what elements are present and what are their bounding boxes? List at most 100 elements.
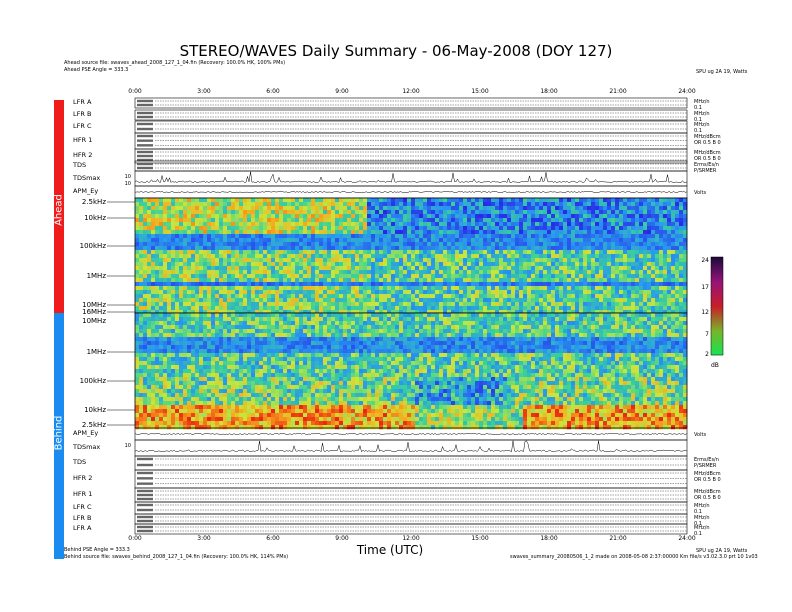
- colorbar-tick: 2: [705, 351, 709, 358]
- behind-panel-3-tag: [137, 482, 153, 485]
- ahead-panel-2-frame: [134, 120, 688, 134]
- colorbar-segment: [711, 267, 723, 269]
- ahead-freq-tick: 10MHz: [82, 301, 106, 309]
- colorbar-segment: [711, 310, 723, 312]
- behind-panel-7-label: LFR A: [73, 524, 92, 532]
- ahead-panel-4-right-label: OR 0.5 B 0: [694, 156, 721, 162]
- colorbar-segment: [711, 282, 723, 284]
- colorbar-segment: [711, 354, 723, 356]
- colorbar-segment: [711, 324, 723, 326]
- colorbar-segment: [711, 337, 723, 339]
- colorbar-segment: [711, 351, 723, 353]
- ahead-panel-2-right-label: 0.1: [694, 128, 702, 134]
- x-tick-bottom: 21:00: [609, 535, 626, 542]
- ahead-panel-2-right-label: MHz/n: [694, 122, 710, 128]
- colorbar-tick: 24: [701, 257, 709, 264]
- ahead-tdsmax-frame: [134, 170, 688, 187]
- behind-panel-3-right-label: OR 0.5 B 0: [694, 477, 721, 483]
- colorbar-segment: [711, 320, 723, 322]
- colorbar-segment: [711, 345, 723, 347]
- ahead-panel-0-label: LFR A: [73, 98, 92, 106]
- colorbar-segment: [711, 257, 723, 259]
- colorbar-segment: [711, 328, 723, 330]
- colorbar-segment: [711, 265, 723, 267]
- ahead-apm-line: [134, 190, 688, 194]
- colorbar-segment: [711, 331, 723, 333]
- behind-freq-tick: 2.5kHz: [82, 421, 106, 429]
- colorbar-segment: [711, 344, 723, 346]
- x-tick-top: 15:00: [471, 88, 488, 95]
- colorbar-segment: [711, 353, 723, 355]
- colorbar-segment: [711, 342, 723, 344]
- colorbar-segment: [711, 329, 723, 331]
- colorbar-segment: [711, 322, 723, 324]
- behind-panel-5-frame: [134, 501, 688, 515]
- colorbar-segment: [711, 309, 723, 311]
- colorbar-segment: [711, 286, 723, 288]
- behind-panel-6-tag: [137, 515, 153, 519]
- colorbar-segment: [711, 281, 723, 283]
- colorbar-segment: [711, 313, 723, 315]
- behind-panel-6-frame: [134, 513, 688, 525]
- colorbar-segment: [711, 273, 723, 275]
- ahead-freq-tick: 10kHz: [84, 214, 106, 222]
- tdsmax-tick: 10: [125, 174, 131, 180]
- colorbar-segment: [711, 292, 723, 294]
- behind-panel-3-tag: [137, 471, 153, 475]
- x-tick-bottom: 3:00: [197, 535, 211, 542]
- colorbar-segment: [711, 316, 723, 318]
- behind-tdsmax-frame: [134, 439, 688, 457]
- colorbar-segment: [711, 289, 723, 291]
- ahead-panel-5-label: TDS: [73, 161, 87, 169]
- ahead-panel-2-tag: [137, 122, 153, 126]
- ahead-panel-4-right-label: MHz/dBcm: [694, 150, 721, 156]
- colorbar-segment: [711, 258, 723, 260]
- behind-panel-5-tag: [137, 503, 153, 507]
- ahead-panel-3-right-label: OR 0.5 B 0: [694, 140, 721, 146]
- colorbar-segment: [711, 280, 723, 282]
- behind-source-note: Behind source file: swaves_behind_2008_1…: [64, 554, 289, 560]
- x-tick-top: 3:00: [197, 88, 211, 95]
- colorbar-segment: [711, 332, 723, 334]
- colorbar-segment: [711, 287, 723, 289]
- colorbar-segment: [711, 323, 723, 325]
- colorbar-segment: [711, 304, 723, 306]
- behind-panel-3-right-label: MHz/dBcm: [694, 471, 721, 477]
- colorbar-segment: [711, 263, 723, 265]
- colorbar-segment: [711, 297, 723, 299]
- colorbar-segment: [711, 300, 723, 302]
- behind-freq-tick: 100kHz: [80, 377, 107, 385]
- colorbar-segment: [711, 285, 723, 287]
- ahead-panel-1-right-label: 0.1: [694, 117, 702, 123]
- colorbar-segment: [711, 347, 723, 349]
- colorbar-segment: [711, 276, 723, 278]
- colorbar-segment: [711, 271, 723, 273]
- colorbar-segment: [711, 317, 723, 319]
- ahead-apm-right-label: Volts: [694, 190, 707, 196]
- colorbar-segment: [711, 315, 723, 317]
- ahead-panel-3-tag: [137, 144, 153, 147]
- colorbar-segment: [711, 288, 723, 290]
- colorbar-segment: [711, 352, 723, 354]
- behind-panel-6-right-label: MHz/n: [694, 515, 710, 521]
- colorbar-segment: [711, 299, 723, 301]
- colorbar-segment: [711, 321, 723, 323]
- behind-panel-7-right-label: 0.1: [694, 531, 702, 537]
- colorbar-tick: 17: [701, 284, 709, 291]
- tdsmax-tick-behind: 10: [125, 443, 131, 449]
- colorbar-segment: [711, 262, 723, 264]
- colorbar-segment: [711, 341, 723, 343]
- colorbar-segment: [711, 319, 723, 321]
- colorbar-segment: [711, 334, 723, 336]
- x-tick-top: 18:00: [540, 88, 557, 95]
- ahead-tdsmax-line: [134, 171, 688, 184]
- ahead-panel-2-tag: [137, 127, 153, 131]
- page-title: STEREO/WAVES Daily Summary - 06-May-2008…: [179, 42, 613, 60]
- colorbar-segment: [711, 277, 723, 279]
- x-tick-top: 0:00: [128, 88, 142, 95]
- colorbar-segment: [711, 327, 723, 329]
- ahead-panel-0-tag: [137, 99, 153, 103]
- colorbar-segment: [711, 298, 723, 300]
- colorbar-segment: [711, 295, 723, 297]
- colorbar-segment: [711, 264, 723, 266]
